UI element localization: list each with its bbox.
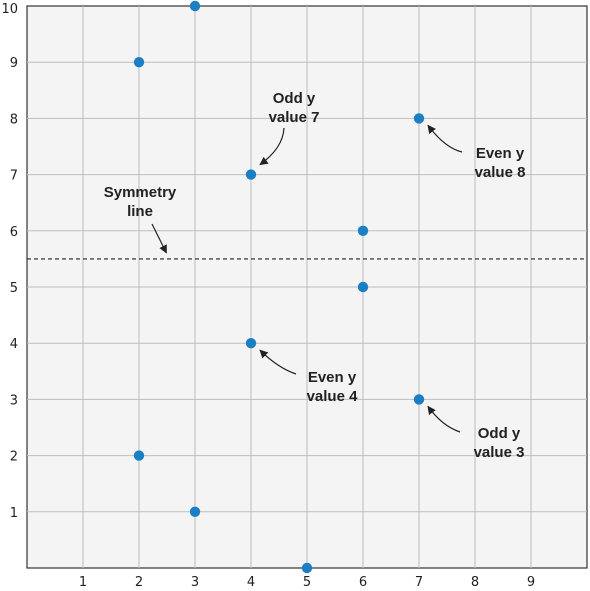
data-point (357, 281, 369, 293)
annotation: Odd y value 3 (427, 405, 525, 461)
x-tick-label: 2 (135, 575, 143, 590)
annotation-arrow (259, 127, 285, 166)
y-tick-label: 10 (1, 2, 18, 17)
annotations: Odd y value 7 Even y value 8 Symmetry line Eve… (104, 90, 526, 461)
data-point (357, 225, 369, 236)
x-tick-label: 3 (191, 575, 199, 590)
annotation: Odd y value 7 (259, 90, 320, 166)
x-tick-label: 4 (247, 575, 255, 590)
data-point (189, 0, 201, 12)
y-tick-label: 2 (10, 450, 18, 465)
data-point (189, 506, 201, 517)
annotation-text: value 8 (475, 164, 526, 181)
annotation: Even y value 8 (427, 124, 526, 181)
x-tick-label: 8 (471, 575, 479, 590)
data-point (245, 169, 257, 180)
x-tick-label: 9 (527, 575, 535, 590)
y-tick-label: 4 (10, 337, 18, 352)
annotation-text: Odd y (478, 425, 521, 442)
data-point (413, 113, 425, 124)
y-tick-label: 6 (10, 225, 18, 240)
annotation-text: Even y (476, 145, 525, 162)
data-point (245, 338, 257, 349)
y-tick-label: 9 (10, 56, 18, 71)
y-tick-label: 1 (10, 506, 18, 521)
x-tick-label: 5 (303, 575, 311, 590)
annotation-text: value 7 (269, 109, 320, 126)
annotation-text: Even y (308, 369, 357, 386)
grid (27, 6, 587, 568)
data-point (413, 394, 425, 405)
data-point (133, 450, 145, 461)
data-points (133, 0, 425, 574)
y-tick-label: 5 (10, 281, 18, 296)
annotation-text: value 4 (307, 388, 359, 405)
annotation: Symmetry line (104, 184, 177, 254)
x-tick-label: 1 (79, 575, 87, 590)
annotation-arrow (151, 223, 167, 254)
y-tick-labels: 1 2 3 4 5 6 7 8 9 10 (1, 2, 18, 521)
annotation: Even y value 4 (259, 349, 359, 405)
data-point (301, 562, 313, 574)
annotation-text: Symmetry (104, 184, 177, 201)
annotation-text: line (127, 203, 153, 220)
annotation-arrow (427, 405, 461, 433)
data-point (133, 57, 145, 68)
annotation-text: Odd y (273, 90, 316, 107)
annotation-text: value 3 (474, 444, 525, 461)
x-tick-label: 7 (415, 575, 423, 590)
y-tick-label: 8 (10, 112, 18, 127)
x-tick-labels: 1 2 3 4 5 6 7 8 9 (79, 575, 535, 590)
x-tick-label: 6 (359, 575, 367, 590)
annotation-arrow (259, 349, 297, 375)
y-tick-label: 7 (10, 169, 18, 184)
annotation-arrow (427, 124, 463, 153)
y-tick-label: 3 (10, 393, 18, 408)
